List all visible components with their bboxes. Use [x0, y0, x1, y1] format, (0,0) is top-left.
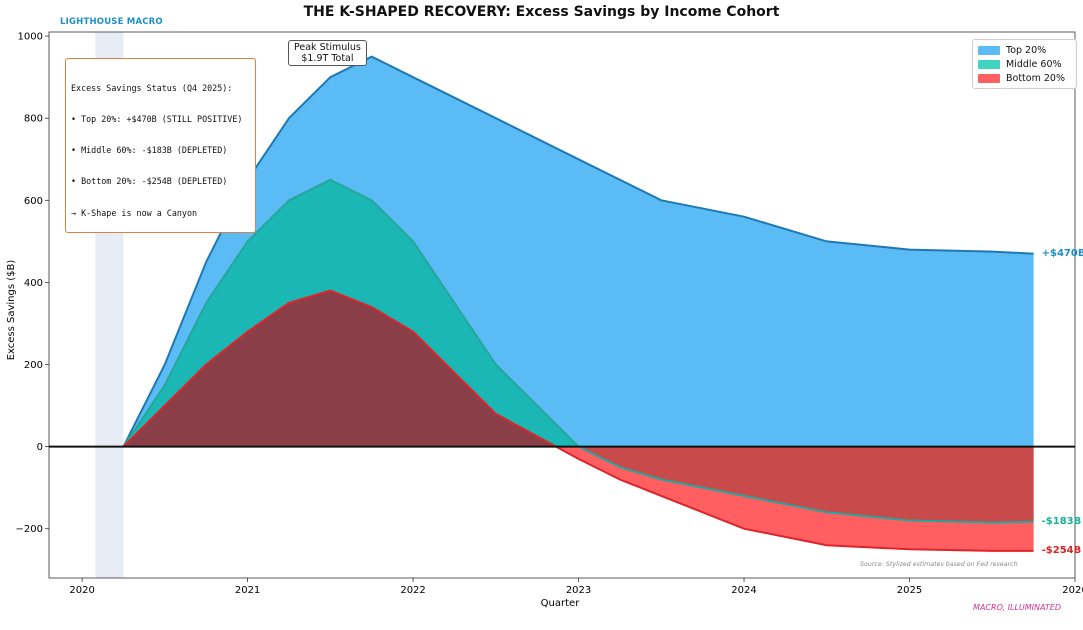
area-middle-60-negative — [123, 446, 1034, 523]
status-line-middle: • Middle 60%: -$183B (DEPLETED) — [71, 145, 228, 156]
status-line-conclusion: → K-Shape is now a Canyon — [71, 207, 198, 218]
y-tick-label: −200 — [16, 524, 43, 535]
area-bottom-20 — [123, 290, 557, 447]
status-line-bottom: • Bottom 20%: -$254B (DEPLETED) — [71, 176, 228, 187]
legend-swatch-middle — [978, 59, 1000, 69]
x-axis-label: Quarter — [541, 598, 581, 609]
status-line-header: Excess Savings Status (Q4 2025): — [71, 82, 233, 93]
x-tick-label: 2020 — [69, 585, 94, 596]
line-middle-60 — [122, 178, 1034, 524]
legend-item-bottom: Bottom 20% — [978, 71, 1071, 85]
y-tick-label: 200 — [24, 360, 43, 371]
source-note: Source: Stylized estimates based on Fed … — [860, 561, 1018, 568]
peak-stimulus-annotation: Peak Stimulus $1.9T Total — [288, 40, 367, 66]
legend-label-middle: Middle 60% — [1006, 58, 1062, 70]
peak-line-1: Peak Stimulus — [294, 42, 361, 53]
footer-brand-text: MACRO, ILLUMINATED — [973, 603, 1061, 612]
legend-item-top: Top 20% — [978, 43, 1071, 57]
end-label-middle: -$183B — [1041, 515, 1082, 527]
legend-item-middle: Middle 60% — [978, 57, 1071, 71]
end-label-top: +$470B — [1041, 247, 1083, 259]
legend-swatch-bottom — [978, 73, 1000, 83]
y-tick-label: 0 — [37, 442, 43, 453]
chart-legend: Top 20% Middle 60% Bottom 20% — [972, 39, 1077, 89]
y-tick-label: 1000 — [18, 32, 43, 43]
chart-title: THE K-SHAPED RECOVERY: Excess Savings by… — [303, 4, 780, 20]
end-label-bottom: -$254B — [1041, 544, 1082, 556]
x-tick-label: 2025 — [897, 585, 922, 596]
x-tick-label: 2026 — [1062, 585, 1083, 596]
brand-logo-text: LIGHTHOUSE MACRO — [60, 17, 163, 27]
status-annotation-box: Excess Savings Status (Q4 2025): • Top 2… — [65, 58, 256, 233]
plot-frame — [48, 31, 1076, 579]
line-bottom-20 — [122, 289, 1034, 552]
y-tick-label: 800 — [24, 114, 43, 125]
x-tick-label: 2021 — [235, 585, 260, 596]
y-axis-label: Excess Savings ($B) — [6, 260, 17, 361]
x-tick-label: 2023 — [566, 585, 591, 596]
legend-label-top: Top 20% — [1006, 44, 1047, 56]
x-tick-label: 2024 — [731, 585, 756, 596]
legend-label-bottom: Bottom 20% — [1006, 72, 1065, 84]
x-tick-label: 2022 — [400, 585, 425, 596]
legend-swatch-top — [978, 45, 1000, 55]
y-tick-label: 400 — [24, 278, 43, 289]
status-line-top: • Top 20%: +$470B (STILL POSITIVE) — [71, 114, 243, 125]
peak-line-2: $1.9T Total — [301, 53, 354, 64]
y-tick-label: 600 — [24, 196, 43, 207]
